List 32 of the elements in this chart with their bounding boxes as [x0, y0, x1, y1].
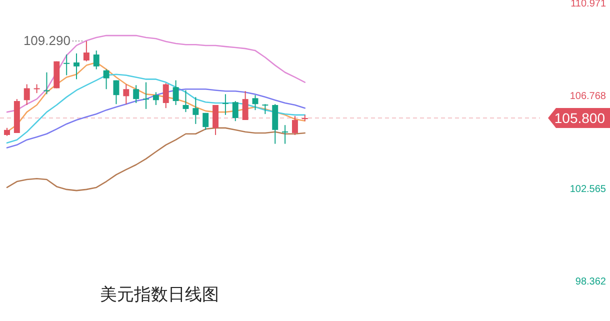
candlestick [292, 116, 298, 136]
candlestick [232, 100, 238, 122]
candlestick [252, 94, 258, 111]
candlestick [172, 80, 179, 106]
candlestick [44, 72, 50, 95]
candlestick [93, 50, 100, 70]
candlestick [222, 94, 228, 116]
ref-label-text: 105.800 [554, 110, 605, 126]
candlestick [113, 80, 120, 105]
candlestick [152, 92, 159, 106]
candlestick [64, 54, 70, 76]
candlestick [24, 84, 30, 106]
candlestick [143, 82, 149, 110]
candlestick [192, 96, 199, 124]
candlestick [262, 104, 268, 115]
y-tick-label: 98.362 [575, 276, 606, 288]
candlestick [242, 90, 248, 120]
candlestick [202, 112, 209, 130]
candlestick [123, 84, 130, 105]
candlestick [162, 82, 169, 109]
title: 美元指数日线图 [100, 285, 219, 304]
y-tick-label: 102.565 [570, 184, 606, 195]
candlestick [74, 52, 80, 80]
candlestick [103, 68, 110, 90]
candlestick [133, 84, 140, 104]
candlestick [282, 124, 288, 144]
annotation: 109.290 [23, 33, 85, 48]
candlestick [182, 90, 189, 113]
y-tick-label: 106.768 [570, 91, 606, 102]
candlestick [212, 104, 219, 136]
annotation: 109.290 [23, 33, 70, 48]
candlestick [83, 40, 90, 62]
